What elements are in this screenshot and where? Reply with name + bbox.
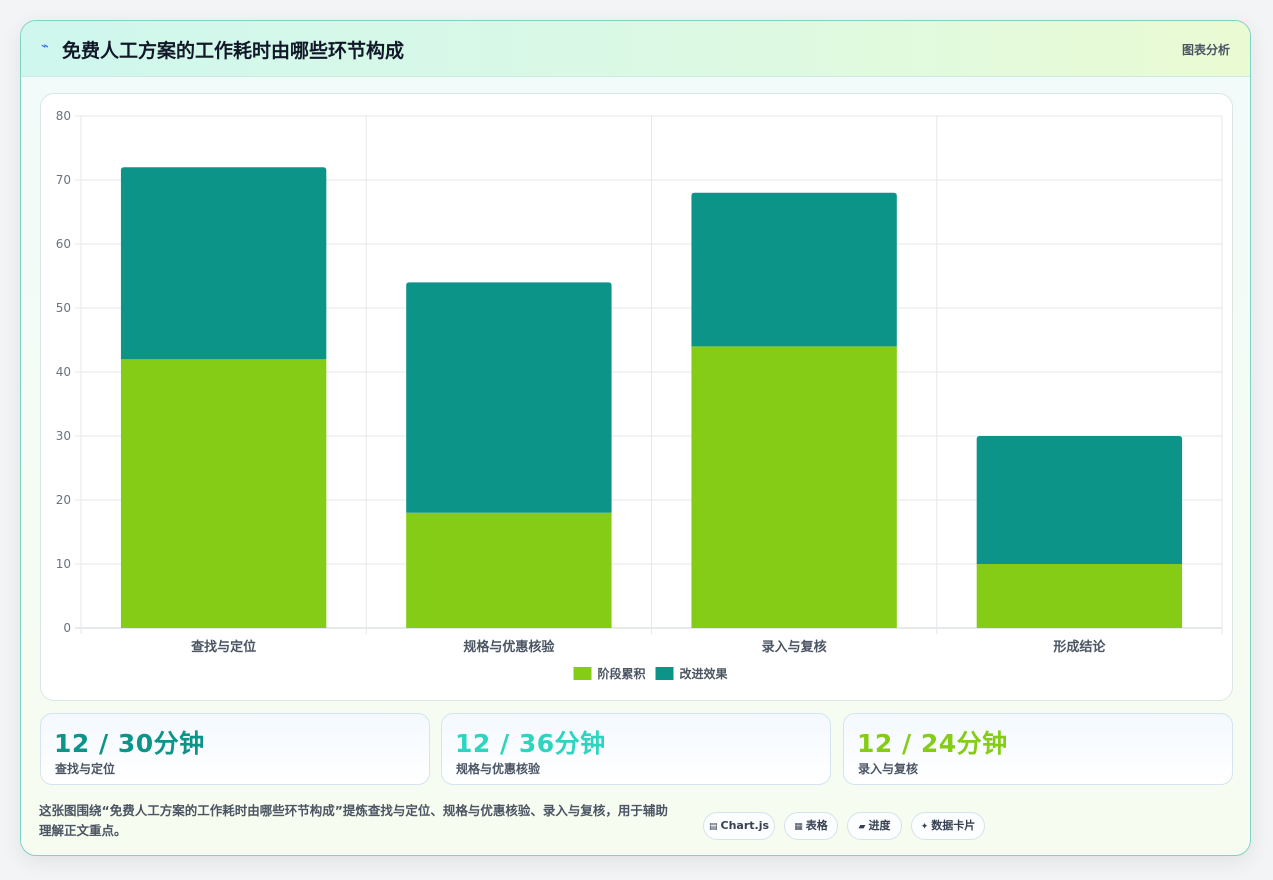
legend-swatch — [655, 667, 674, 680]
legend-label: 阶段累积 — [598, 666, 646, 681]
bar-segment-1 — [120, 359, 327, 628]
y-tick-label: 40 — [56, 365, 71, 379]
y-tick-label: 50 — [56, 301, 71, 315]
y-tick-label: 60 — [56, 237, 71, 251]
stat-label: 规格与优惠核验 — [456, 762, 541, 776]
x-tick-label: 规格与优惠核验 — [463, 639, 555, 655]
stat-card-3: 12 / 24分钟 录入与复核 — [843, 713, 1233, 785]
chip-data-card[interactable]: ✦ 数据卡片 — [911, 812, 985, 840]
stat-value: 12 / 24分钟 — [857, 729, 1008, 758]
card-header: ⌁ 免费人工方案的工作耗时由哪些环节构成 图表分析 — [21, 21, 1250, 77]
summary-text: 这张图围绕“免费人工方案的工作耗时由哪些环节构成”提炼查找与定位、规格与优惠核验… — [39, 803, 668, 838]
stat-card-2: 12 / 36分钟 规格与优惠核验 — [441, 713, 831, 785]
bar-segment-1 — [406, 512, 612, 628]
legend-label: 改进效果 — [680, 666, 728, 681]
spark-icon: ⌁ — [41, 39, 49, 54]
page-title: 免费人工方案的工作耗时由哪些环节构成 — [62, 40, 405, 62]
y-tick-label: 0 — [63, 621, 71, 635]
stat-value: 12 / 36分钟 — [455, 729, 606, 758]
stat-label: 录入与复核 — [858, 762, 919, 776]
chart-card: ⌁ 免费人工方案的工作耗时由哪些环节构成 图表分析 0 10 20 30 40 50 60 7… — [20, 20, 1251, 856]
y-tick-label: 70 — [56, 173, 71, 187]
y-tick-label: 10 — [56, 557, 71, 571]
bar-segment-2 — [120, 167, 327, 360]
chart-panel: 0 10 20 30 40 50 60 70 80 查找与定位 规格与优惠核验 录入与复核 形成结论阶段… — [40, 93, 1233, 701]
bar-segment-1 — [691, 346, 897, 628]
chip-label: 进度 — [868, 819, 891, 832]
x-tick-label: 查找与定位 — [190, 639, 256, 655]
y-tick-label: 30 — [56, 429, 71, 443]
y-tick-label: 80 — [56, 109, 71, 123]
y-tick-label: 20 — [56, 493, 71, 507]
card-icon: ✦ — [920, 822, 929, 832]
table-icon: ▦ — [794, 822, 803, 832]
chip-label: 表格 — [805, 819, 828, 832]
chip-label: Chart.js — [720, 819, 770, 832]
progress-icon: ▰ — [858, 822, 866, 832]
bar-segment-2 — [976, 436, 1183, 564]
chip-progress[interactable]: ▰ 进度 — [847, 812, 902, 840]
stat-value: 12 / 30分钟 — [54, 729, 205, 758]
bar-segment-1 — [976, 564, 1183, 628]
bar-chart: 0 10 20 30 40 50 60 70 80 查找与定位 规格与优惠核验 录入与复核 形成结论阶段… — [56, 109, 1223, 681]
bar-segment-2 — [406, 282, 612, 513]
stat-label: 查找与定位 — [55, 762, 116, 776]
header-tag: 图表分析 — [1181, 43, 1230, 57]
stat-card-1: 12 / 30分钟 查找与定位 — [40, 713, 430, 785]
chip-chartjs[interactable]: ▤ Chart.js — [703, 812, 775, 840]
legend-swatch — [573, 667, 592, 680]
chip-table[interactable]: ▦ 表格 — [784, 812, 838, 840]
bar-segment-2 — [691, 192, 897, 347]
x-tick-label: 形成结论 — [1053, 639, 1106, 655]
x-tick-label: 录入与复核 — [762, 639, 827, 655]
chart-icon: ▤ — [708, 822, 718, 832]
chip-label: 数据卡片 — [931, 819, 976, 832]
